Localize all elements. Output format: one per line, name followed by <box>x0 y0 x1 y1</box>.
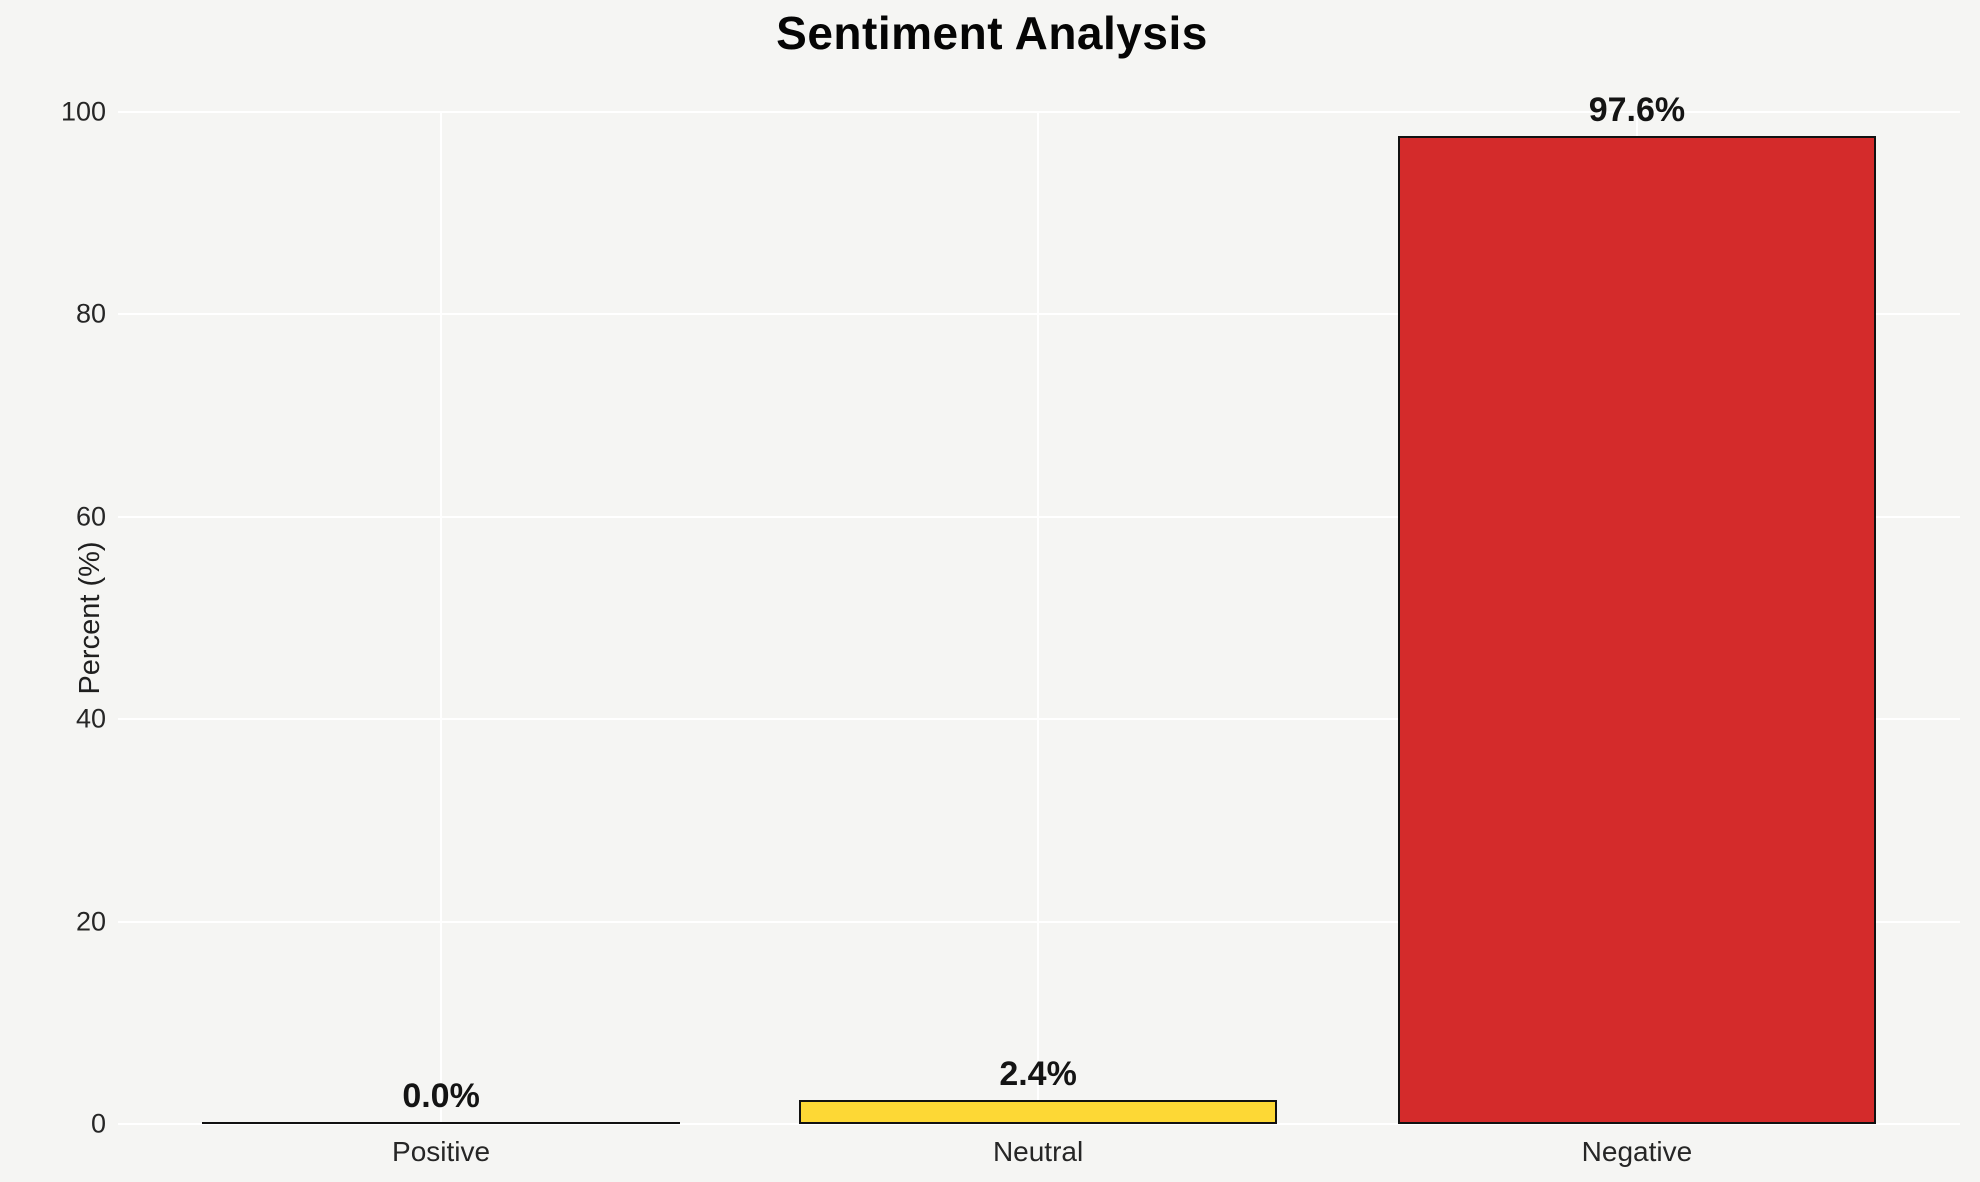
y-tick-label-40: 40 <box>75 703 106 734</box>
gridline-h-0 <box>118 1123 1960 1125</box>
gridline-v-positive <box>440 112 443 1124</box>
x-tick-label-negative: Negative <box>1581 1136 1693 1167</box>
chart-title-text: Sentiment Analysis <box>776 7 1208 59</box>
bar-positive <box>202 1121 681 1124</box>
y-tick-label-80: 80 <box>75 298 106 329</box>
bar-value-label-neutral: 2.4% <box>999 1054 1077 1093</box>
y-tick-label-20: 20 <box>75 906 106 937</box>
y-tick-label-0: 0 <box>90 1108 106 1139</box>
x-tick-label-positive: Positive <box>392 1136 491 1167</box>
bar-value-label-positive: 0.0% <box>402 1076 480 1115</box>
bar-neutral <box>799 1099 1278 1124</box>
bar-value-label-negative: 97.6% <box>1588 91 1686 130</box>
y-tick-label-60: 60 <box>75 501 106 532</box>
y-tick-label-100: 100 <box>60 96 106 127</box>
gridline-v-neutral <box>1037 112 1040 1124</box>
x-tick-label-neutral: Neutral <box>992 1136 1084 1167</box>
chart-title: Sentiment Analysis <box>0 6 1980 60</box>
bar-negative <box>1397 136 1876 1124</box>
